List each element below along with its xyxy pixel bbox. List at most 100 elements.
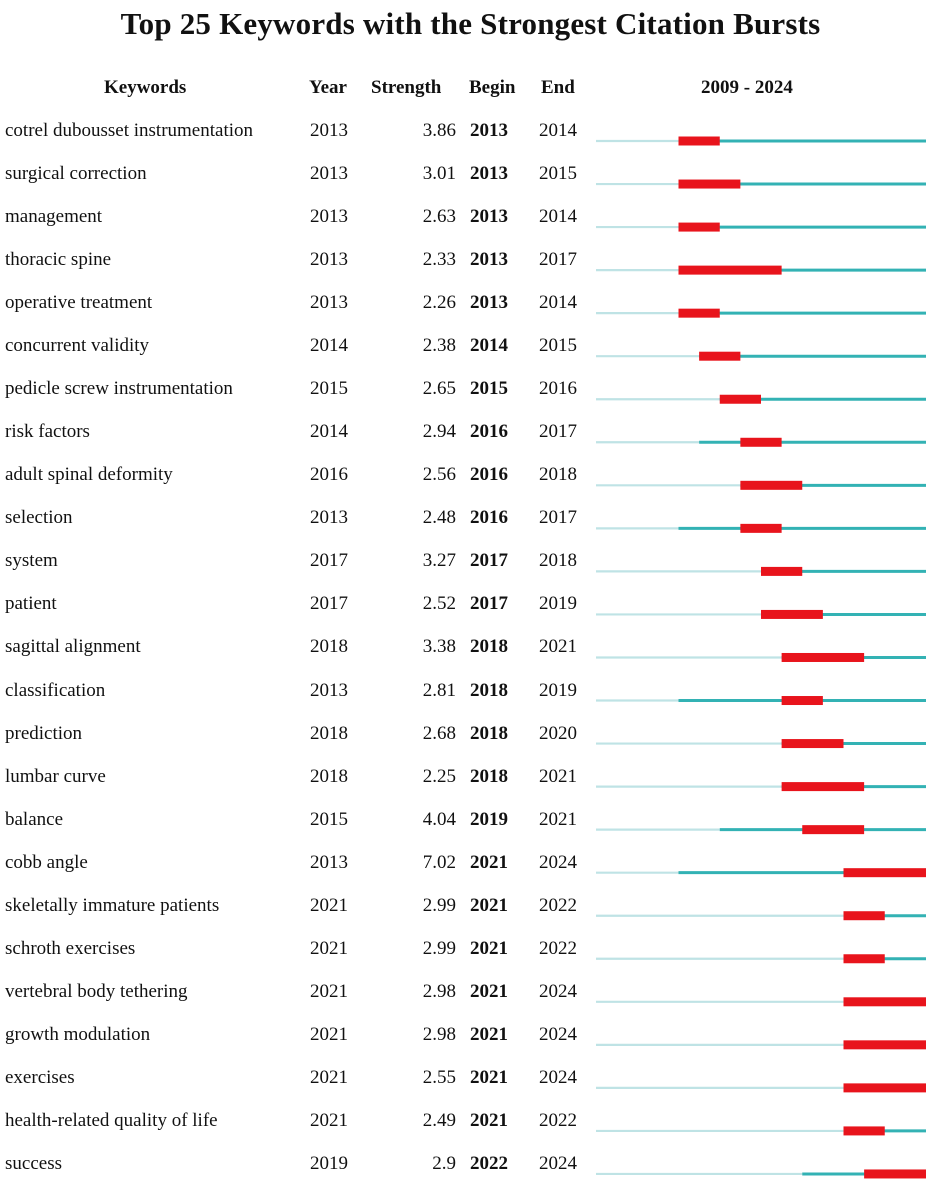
burst-bar <box>781 696 823 706</box>
table-row: growth modulation 2021 2.98 2021 2024 <box>0 1024 941 1067</box>
begin-cell: 2021 <box>470 894 508 916</box>
begin-cell: 2019 <box>470 808 508 830</box>
strength-cell: 2.68 <box>422 722 456 744</box>
keyword-cell: classification <box>5 679 106 701</box>
table-row: classification 2013 2.81 2018 2019 <box>0 680 941 723</box>
table-row: exercises 2021 2.55 2021 2024 <box>0 1067 941 1110</box>
strength-cell: 2.94 <box>422 421 456 443</box>
begin-cell: 2018 <box>470 679 508 701</box>
strength-cell: 7.02 <box>422 851 456 873</box>
burst-bar <box>843 911 885 921</box>
table-row: balance 2015 4.04 2019 2021 <box>0 809 941 852</box>
keyword-cell: schroth exercises <box>5 937 136 959</box>
burst-bar <box>843 868 926 878</box>
year-cell: 2018 <box>310 765 348 787</box>
table-row: sagittal alignment 2018 3.38 2018 2021 <box>0 636 941 679</box>
year-cell: 2016 <box>310 464 348 486</box>
keyword-cell: risk factors <box>5 421 90 443</box>
burst-bar <box>678 179 741 189</box>
end-cell: 2014 <box>539 206 577 228</box>
burst-bar <box>843 1126 885 1136</box>
burst-bar <box>761 609 823 619</box>
table-row: skeletally immature patients 2021 2.99 2021… <box>0 895 941 938</box>
table-row: vertebral body tethering 2021 2.98 2021 2024 <box>0 981 941 1024</box>
begin-cell: 2016 <box>470 464 508 486</box>
end-cell: 2024 <box>539 1152 577 1174</box>
burst-bar <box>781 652 865 662</box>
year-cell: 2013 <box>310 507 348 529</box>
burst-bar <box>678 136 720 146</box>
burst-bar <box>678 222 720 232</box>
keyword-cell: lumbar curve <box>5 765 106 787</box>
year-cell: 2017 <box>310 593 348 615</box>
year-cell: 2021 <box>310 894 348 916</box>
year-cell: 2021 <box>310 937 348 959</box>
burst-bar <box>781 782 865 792</box>
table-row: management 2013 2.63 2013 2014 <box>0 206 941 249</box>
keyword-cell: sagittal alignment <box>5 636 141 658</box>
end-cell: 2015 <box>539 163 577 185</box>
table-row: success 2019 2.9 2022 2024 <box>0 1153 941 1196</box>
strength-cell: 2.9 <box>432 1152 456 1174</box>
begin-cell: 2021 <box>470 1066 508 1088</box>
year-cell: 2013 <box>310 163 348 185</box>
end-cell: 2022 <box>539 937 577 959</box>
burst-bar <box>740 437 782 447</box>
begin-cell: 2013 <box>470 249 508 271</box>
year-cell: 2013 <box>310 679 348 701</box>
burst-bar <box>802 825 865 835</box>
strength-cell: 2.65 <box>422 378 456 400</box>
year-cell: 2013 <box>310 851 348 873</box>
year-cell: 2018 <box>310 722 348 744</box>
table-row: adult spinal deformity 2016 2.56 2016 2018 <box>0 464 941 507</box>
begin-cell: 2017 <box>470 593 508 615</box>
keyword-cell: adult spinal deformity <box>5 464 173 486</box>
burst-bar <box>864 1169 926 1179</box>
strength-cell: 2.49 <box>422 1109 456 1131</box>
begin-cell: 2013 <box>470 120 508 141</box>
header-strength: Strength <box>371 77 442 98</box>
strength-cell: 2.99 <box>422 937 456 959</box>
year-cell: 2021 <box>310 1109 348 1131</box>
header-range: 2009 - 2024 <box>701 77 793 98</box>
strength-cell: 3.38 <box>422 636 456 658</box>
begin-cell: 2016 <box>470 507 508 529</box>
end-cell: 2014 <box>539 120 577 141</box>
end-cell: 2024 <box>539 851 577 873</box>
header-year: Year <box>309 77 347 98</box>
burst-bar <box>781 739 844 749</box>
table-row: risk factors 2014 2.94 2016 2017 <box>0 421 941 464</box>
table-row: patient 2017 2.52 2017 2019 <box>0 593 941 636</box>
end-cell: 2018 <box>539 464 577 486</box>
burst-bar <box>740 523 782 533</box>
header-keywords: Keywords <box>104 77 187 98</box>
table-row: cobb angle 2013 7.02 2021 2024 <box>0 852 941 895</box>
burst-bar <box>843 1040 926 1050</box>
table-row: operative treatment 2013 2.26 2013 2014 <box>0 292 941 335</box>
keyword-cell: management <box>5 206 103 228</box>
begin-cell: 2018 <box>470 722 508 744</box>
begin-cell: 2016 <box>470 421 508 443</box>
keyword-cell: patient <box>5 593 57 615</box>
end-cell: 2014 <box>539 292 577 314</box>
keyword-cell: vertebral body tethering <box>5 980 188 1002</box>
table-row: schroth exercises 2021 2.99 2021 2022 <box>0 938 941 981</box>
chart-title: Top 25 Keywords with the Strongest Citat… <box>120 6 821 41</box>
burst-bar <box>843 997 926 1007</box>
keyword-cell: cotrel dubousset instrumentation <box>5 120 254 141</box>
strength-cell: 3.27 <box>422 550 456 572</box>
burst-bar <box>719 394 761 404</box>
end-cell: 2024 <box>539 1066 577 1088</box>
end-cell: 2020 <box>539 722 577 744</box>
table-row: lumbar curve 2018 2.25 2018 2021 <box>0 766 941 809</box>
table-row: thoracic spine 2013 2.33 2013 2017 <box>0 249 941 292</box>
header-end: End <box>541 77 575 98</box>
keyword-cell: thoracic spine <box>5 249 112 271</box>
end-cell: 2022 <box>539 894 577 916</box>
end-cell: 2015 <box>539 335 577 357</box>
year-cell: 2014 <box>310 335 348 357</box>
keyword-cell: operative treatment <box>5 292 153 314</box>
strength-cell: 2.81 <box>422 679 456 701</box>
table-row: selection 2013 2.48 2016 2017 <box>0 507 941 550</box>
end-cell: 2019 <box>539 593 577 615</box>
